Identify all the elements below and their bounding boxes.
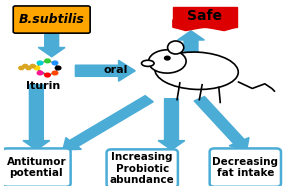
Circle shape bbox=[23, 64, 28, 68]
Ellipse shape bbox=[155, 52, 238, 89]
Polygon shape bbox=[178, 31, 204, 74]
Circle shape bbox=[30, 64, 35, 68]
Circle shape bbox=[26, 66, 31, 70]
Circle shape bbox=[37, 61, 43, 65]
Text: Decreasing
fat intake: Decreasing fat intake bbox=[212, 157, 278, 178]
Text: Antitumor
potential: Antitumor potential bbox=[7, 157, 66, 178]
Text: B.subtilis: B.subtilis bbox=[19, 13, 85, 26]
Circle shape bbox=[55, 66, 61, 70]
FancyBboxPatch shape bbox=[13, 6, 90, 33]
Ellipse shape bbox=[168, 41, 184, 54]
FancyBboxPatch shape bbox=[175, 26, 235, 28]
Circle shape bbox=[164, 56, 170, 60]
Polygon shape bbox=[173, 6, 237, 27]
Text: Increasing
Probiotic
abundance: Increasing Probiotic abundance bbox=[110, 152, 175, 185]
Circle shape bbox=[34, 66, 40, 70]
Polygon shape bbox=[63, 96, 153, 150]
Polygon shape bbox=[158, 99, 185, 150]
Circle shape bbox=[37, 71, 43, 75]
Polygon shape bbox=[76, 60, 135, 81]
Polygon shape bbox=[194, 97, 249, 150]
Circle shape bbox=[52, 71, 58, 75]
Circle shape bbox=[45, 59, 50, 63]
FancyBboxPatch shape bbox=[177, 26, 233, 27]
FancyBboxPatch shape bbox=[2, 148, 71, 187]
Text: oral: oral bbox=[104, 65, 128, 75]
Text: Iturin: Iturin bbox=[26, 81, 60, 91]
Ellipse shape bbox=[148, 50, 186, 73]
Circle shape bbox=[19, 66, 24, 70]
Polygon shape bbox=[23, 85, 50, 150]
FancyBboxPatch shape bbox=[107, 149, 178, 188]
FancyBboxPatch shape bbox=[210, 148, 281, 187]
Circle shape bbox=[52, 61, 58, 65]
Polygon shape bbox=[173, 20, 237, 31]
Polygon shape bbox=[38, 33, 65, 57]
Text: Safe: Safe bbox=[187, 9, 223, 23]
Circle shape bbox=[45, 73, 50, 77]
Ellipse shape bbox=[142, 60, 154, 66]
